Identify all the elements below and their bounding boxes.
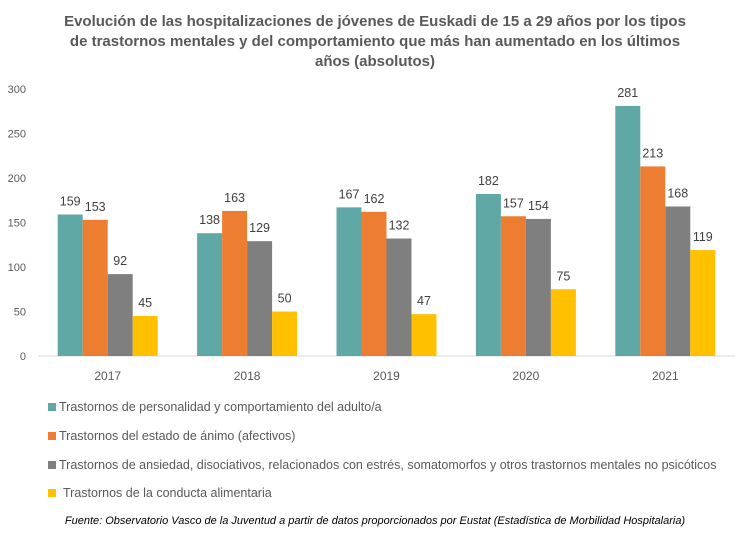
data-label: 138 <box>199 213 220 227</box>
data-label: 92 <box>113 254 127 268</box>
data-label: 213 <box>642 146 663 160</box>
bar <box>107 274 133 356</box>
bar <box>57 214 83 356</box>
bar <box>550 289 576 356</box>
bar <box>615 105 641 356</box>
bar <box>690 250 716 356</box>
legend-label: Trastornos de ansiedad, disociativos, re… <box>59 458 717 472</box>
data-label: 163 <box>224 191 245 205</box>
data-label: 154 <box>528 199 549 213</box>
data-label: 129 <box>249 221 270 235</box>
data-label: 167 <box>339 187 360 201</box>
y-tick-label: 150 <box>8 218 26 230</box>
data-label: 168 <box>667 186 688 200</box>
legend-item: Trastornos del estado de ánimo (afectivo… <box>48 429 295 443</box>
y-tick-label: 50 <box>14 307 26 319</box>
y-tick-label: 200 <box>8 173 26 185</box>
y-tick-label: 300 <box>8 84 26 96</box>
bar <box>500 216 526 356</box>
y-tick-label: 100 <box>8 262 26 274</box>
bar <box>247 241 273 356</box>
y-tick-label: 250 <box>8 129 26 141</box>
x-tick-label: 2021 <box>652 369 679 383</box>
legend-label: Trastornos de la conducta alimentaria <box>63 486 272 500</box>
bar <box>222 210 248 356</box>
legend-item: Trastornos de personalidad y comportamie… <box>48 400 382 414</box>
bar <box>82 219 108 356</box>
bar <box>197 233 223 356</box>
bar <box>386 238 412 356</box>
legend-label: Trastornos del estado de ánimo (afectivo… <box>59 429 296 443</box>
chart-title: Evolución de las hospitalizaciones de jó… <box>64 13 686 70</box>
data-label: 159 <box>60 194 81 208</box>
legend-swatch <box>48 489 56 497</box>
bar <box>132 315 158 356</box>
bar <box>411 314 437 356</box>
legend-item: Trastornos de la conducta alimentaria <box>48 486 272 500</box>
y-tick-label: 0 <box>20 351 26 363</box>
legend-swatch <box>48 403 56 411</box>
legend-label: Trastornos de personalidad y comportamie… <box>59 400 382 414</box>
data-label: 45 <box>138 296 152 310</box>
bar <box>361 211 387 356</box>
legend-item: Trastornos de ansiedad, disociativos, re… <box>48 458 717 472</box>
bar <box>525 218 551 356</box>
legend-swatch <box>48 461 56 469</box>
bar <box>640 166 666 356</box>
data-label: 119 <box>693 230 713 244</box>
bar <box>272 311 298 356</box>
data-label: 157 <box>503 196 524 210</box>
x-tick-label: 2019 <box>373 369 400 383</box>
legend-swatch <box>48 432 56 440</box>
data-label: 281 <box>617 86 638 100</box>
data-label: 47 <box>417 294 431 308</box>
data-label: 182 <box>478 174 499 188</box>
x-tick-label: 2020 <box>513 369 540 383</box>
bar <box>665 206 691 356</box>
bar <box>475 194 501 356</box>
bar-chart: 0 50 100 150 200 250 300 2017 159 153 92 45 2018 138 1… <box>8 84 735 383</box>
data-label: 75 <box>556 269 570 283</box>
x-tick-label: 2017 <box>94 369 121 383</box>
bar <box>336 207 362 356</box>
x-tick-label: 2018 <box>234 369 261 383</box>
data-label: 50 <box>278 292 292 306</box>
source-note: Fuente: Observatorio Vasco de la Juventu… <box>64 515 686 527</box>
data-label: 162 <box>364 192 385 206</box>
data-label: 153 <box>85 200 106 214</box>
data-label: 132 <box>389 219 410 233</box>
